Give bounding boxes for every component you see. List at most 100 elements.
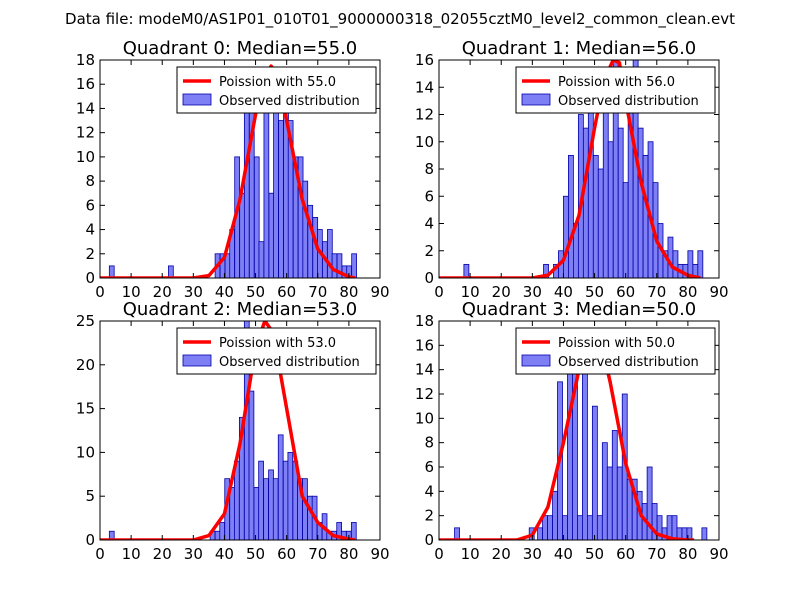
histogram-bar: [253, 487, 260, 540]
histogram-bar: [454, 527, 460, 540]
x-tick-label: 20: [153, 283, 172, 301]
y-tick-label: 0: [424, 269, 434, 287]
legend-observed-swatch: [182, 354, 212, 367]
x-tick-label: 90: [709, 545, 728, 563]
x-tick-label: 40: [215, 283, 234, 301]
x-tick-label: 60: [616, 283, 635, 301]
y-tick-label: 2: [85, 245, 95, 263]
axes-frame: [99, 59, 381, 279]
x-tick-label: 50: [585, 545, 604, 563]
y-tick-label: 0: [85, 531, 95, 549]
y-tick-label: 14: [415, 78, 434, 96]
x-tick-label: 90: [709, 283, 728, 301]
y-tick-label: 0: [85, 269, 95, 287]
y-tick-label: 16: [415, 51, 434, 69]
panel-quadrant-2: 0 10 20 30 40 50 60 70 80 90 0 5 10 15 20 25 Quadrant 2:…: [76, 299, 390, 563]
panel-title: Quadrant 2: Median=53.0: [123, 299, 358, 320]
x-tick-label: 10: [122, 545, 141, 563]
histogram-bar: [229, 487, 235, 540]
y-tick-label: 10: [415, 409, 434, 427]
histogram-bar: [701, 527, 708, 540]
histogram-bar: [463, 263, 470, 278]
histogram-bar: [331, 253, 338, 278]
histogram-bar: [552, 490, 558, 540]
y-tick-label: 16: [76, 75, 95, 93]
x-tick-label: 40: [554, 545, 573, 563]
histogram-bar: [601, 442, 608, 540]
x-tick-label: 0: [434, 283, 444, 301]
x-tick-label: 60: [277, 545, 296, 563]
x-tick-label: 40: [554, 283, 573, 301]
y-tick-label: 6: [85, 196, 95, 214]
y-tick-label: 0: [424, 531, 434, 549]
x-tick-label: 70: [308, 545, 327, 563]
histogram-bar: [617, 127, 624, 278]
y-tick-label: 20: [76, 356, 95, 374]
histogram-bar: [591, 405, 598, 540]
y-tick-label: 4: [424, 482, 434, 500]
y-tick-label: 12: [415, 106, 434, 124]
histogram-bar: [351, 253, 357, 278]
histogram-bar: [350, 522, 357, 540]
legend-observed-label: Observed distribution: [558, 355, 699, 370]
x-tick-label: 10: [461, 545, 480, 563]
histogram-bar: [602, 100, 609, 278]
histogram-bar: [258, 241, 265, 278]
histogram-bar: [307, 495, 313, 540]
histogram-bar: [697, 250, 704, 278]
panel-title: Quadrant 1: Median=56.0: [462, 38, 697, 59]
y-tick-label: 10: [415, 133, 434, 151]
legend-observed-swatch: [521, 354, 551, 367]
histogram-bar: [667, 236, 674, 278]
poisson-curve: [439, 60, 701, 278]
histogram-bar: [542, 515, 548, 540]
axes-frame: [438, 320, 720, 541]
x-tick-label: 10: [122, 283, 141, 301]
histogram-bar: [547, 515, 553, 540]
y-tick-label: 8: [85, 172, 95, 190]
y-tick-label: 12: [76, 124, 95, 142]
legend-observed-swatch: [182, 93, 212, 106]
figure-suptitle: Data file: modeM0/AS1P01_010T01_90000003…: [65, 10, 735, 29]
histogram-bar: [253, 156, 260, 278]
histogram-bar: [258, 460, 264, 540]
bar-series: [108, 321, 357, 540]
x-tick-label: 0: [95, 545, 105, 563]
histogram-bar: [582, 127, 589, 278]
y-tick-label: 25: [76, 312, 95, 330]
histogram-bar: [616, 466, 623, 540]
x-tick-label: 30: [184, 545, 203, 563]
y-tick-label: 4: [85, 221, 95, 239]
y-tick-label: 14: [76, 99, 95, 117]
y-tick-label: 8: [424, 160, 434, 178]
legend-poisson-label: Poission with 56.0: [558, 75, 675, 90]
x-tick-label: 0: [434, 545, 444, 563]
x-tick-label: 40: [215, 545, 234, 563]
histogram-bar: [582, 369, 588, 540]
y-tick-label: 10: [76, 148, 95, 166]
histogram-bar: [268, 469, 274, 540]
x-tick-label: 20: [153, 545, 172, 563]
histogram-bar: [214, 530, 221, 540]
x-tick-label: 0: [95, 283, 105, 301]
histogram-bar: [637, 127, 644, 278]
histogram-bar: [243, 108, 250, 278]
x-tick-label: 90: [370, 283, 389, 301]
histogram-bar: [543, 263, 549, 278]
x-tick-label: 10: [461, 283, 480, 301]
histogram-bar: [239, 192, 245, 278]
legend-observed-label: Observed distribution: [219, 94, 360, 109]
histogram-bar: [108, 265, 115, 278]
histogram-bar: [568, 154, 574, 278]
histogram-bar: [168, 265, 174, 278]
histogram-bar: [272, 478, 279, 540]
histogram-bar: [302, 478, 308, 540]
y-tick-label: 14: [415, 361, 434, 379]
y-tick-label: 2: [424, 507, 434, 525]
histogram-bar: [263, 108, 270, 278]
x-tick-label: 20: [492, 545, 511, 563]
y-tick-label: 4: [424, 215, 434, 233]
histogram-bar: [248, 390, 255, 540]
panel-quadrant-1: 0 10 20 30 40 50 60 70 80 90 0 2 4 6 8 10 12 14 16 Quadrant…: [415, 38, 729, 301]
